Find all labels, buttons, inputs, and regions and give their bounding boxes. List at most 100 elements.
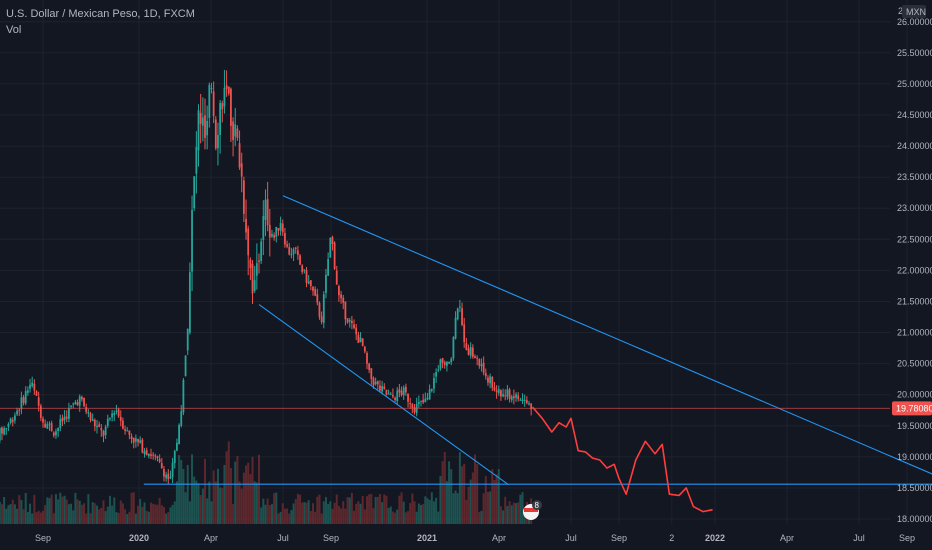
candle-body [489, 376, 492, 384]
candle-body [33, 383, 36, 391]
y-tick-label: 20.50000 [897, 359, 932, 369]
candle-body [35, 391, 38, 396]
trendlines[interactable] [143, 195, 932, 486]
candle-body [122, 420, 124, 429]
candle-body [5, 428, 8, 430]
volume-bar [452, 493, 455, 524]
volume-bar [121, 503, 124, 524]
volume-bar [495, 474, 498, 524]
volume-bar [128, 511, 131, 524]
volume-bar [124, 509, 127, 524]
volume-bar [63, 495, 66, 524]
volume-bar [346, 497, 349, 524]
candle-body [420, 400, 422, 402]
x-tick-label: 2022 [705, 533, 725, 543]
candle-body [126, 430, 129, 432]
volume-bar [450, 469, 453, 524]
volume-bar [454, 490, 457, 524]
volume-bar [467, 486, 470, 524]
volume-bar [206, 498, 209, 524]
candle-body [14, 415, 16, 421]
volume-bar [461, 466, 464, 524]
volume-bar [57, 499, 60, 524]
volume-bar [219, 487, 222, 524]
volume-bar [29, 503, 32, 524]
candle-body [154, 455, 157, 457]
volume-bar [273, 493, 276, 524]
candle-body [16, 410, 18, 415]
candle-body [223, 87, 226, 107]
volume-bar [435, 497, 438, 524]
volume-bar [236, 455, 239, 524]
candle-body [70, 405, 72, 407]
grid-lines [0, 0, 908, 524]
volume-bar [292, 503, 295, 524]
candle-body [279, 222, 282, 231]
candle-body [197, 110, 200, 151]
volume-bar [158, 497, 161, 524]
y-tick-label: 25.00000 [897, 79, 932, 89]
event-count-badge [532, 500, 542, 510]
candle-body [147, 453, 150, 457]
candle-body [348, 320, 351, 322]
candle-body [370, 368, 373, 379]
candle-body [325, 274, 327, 293]
candle-body [145, 449, 148, 455]
candle-body [368, 363, 371, 370]
candle-body [191, 209, 193, 272]
volume-bar [385, 495, 388, 524]
volume-bar [139, 499, 142, 524]
volume-bar [33, 494, 36, 524]
candle-body [271, 233, 273, 237]
candle-body [484, 372, 487, 377]
trendline-lower[interactable] [258, 304, 509, 486]
candle-body [281, 223, 284, 233]
volume-bar [469, 479, 472, 524]
volume-bar [35, 512, 38, 524]
candle-body [63, 416, 66, 420]
candle-body [119, 416, 122, 421]
candle-body [242, 180, 245, 214]
x-axis[interactable]: Sep 2020 Apr Jul Sep 2021 Apr Jul Sep 2 2022 Apr Jul… [35, 533, 915, 543]
candle-body [493, 387, 496, 391]
candle-body [519, 399, 522, 401]
symbol-title[interactable]: U.S. Dollar / Mexican Peso, 1D, FXCM [6, 8, 195, 20]
candle-body [294, 247, 297, 249]
candle-body [264, 199, 267, 220]
candle-body [230, 88, 232, 126]
volume-bar [247, 462, 250, 524]
volume-bar [104, 511, 107, 524]
volume-indicator-label[interactable]: Vol [6, 24, 22, 36]
volume-bar [342, 501, 345, 524]
projection-line[interactable] [531, 406, 713, 513]
candle-body [446, 361, 448, 366]
event-marker[interactable]: 8 [523, 500, 542, 520]
trendline-upper[interactable] [282, 195, 932, 479]
candle-body [93, 419, 96, 427]
candle-body [357, 334, 360, 344]
volume-bar [391, 511, 394, 524]
candle-body [251, 263, 254, 294]
volume-bar [368, 494, 371, 524]
candle-body [417, 402, 420, 405]
x-tick-label: Apr [492, 533, 506, 543]
volume-bar [337, 505, 340, 524]
candle-body [363, 346, 366, 352]
y-tick-label: 23.00000 [897, 203, 932, 213]
candle-body [117, 409, 120, 417]
candle-body [502, 394, 504, 397]
volume-bar [242, 472, 245, 524]
volume-bar [305, 502, 308, 524]
candle-body [515, 394, 517, 398]
volume-bar [407, 511, 410, 524]
y-axis[interactable]: 26.00000 25.50000 25.00000 24.50000 24.00000… [897, 17, 932, 524]
volume-bar [316, 496, 319, 524]
candle-body [206, 120, 209, 136]
volume-bar [9, 504, 12, 524]
volume-bar [234, 461, 237, 524]
x-tick-label: Jul [277, 533, 289, 543]
volume-bar [240, 488, 243, 524]
volume-bar [74, 492, 77, 524]
volume-bar [167, 512, 170, 524]
